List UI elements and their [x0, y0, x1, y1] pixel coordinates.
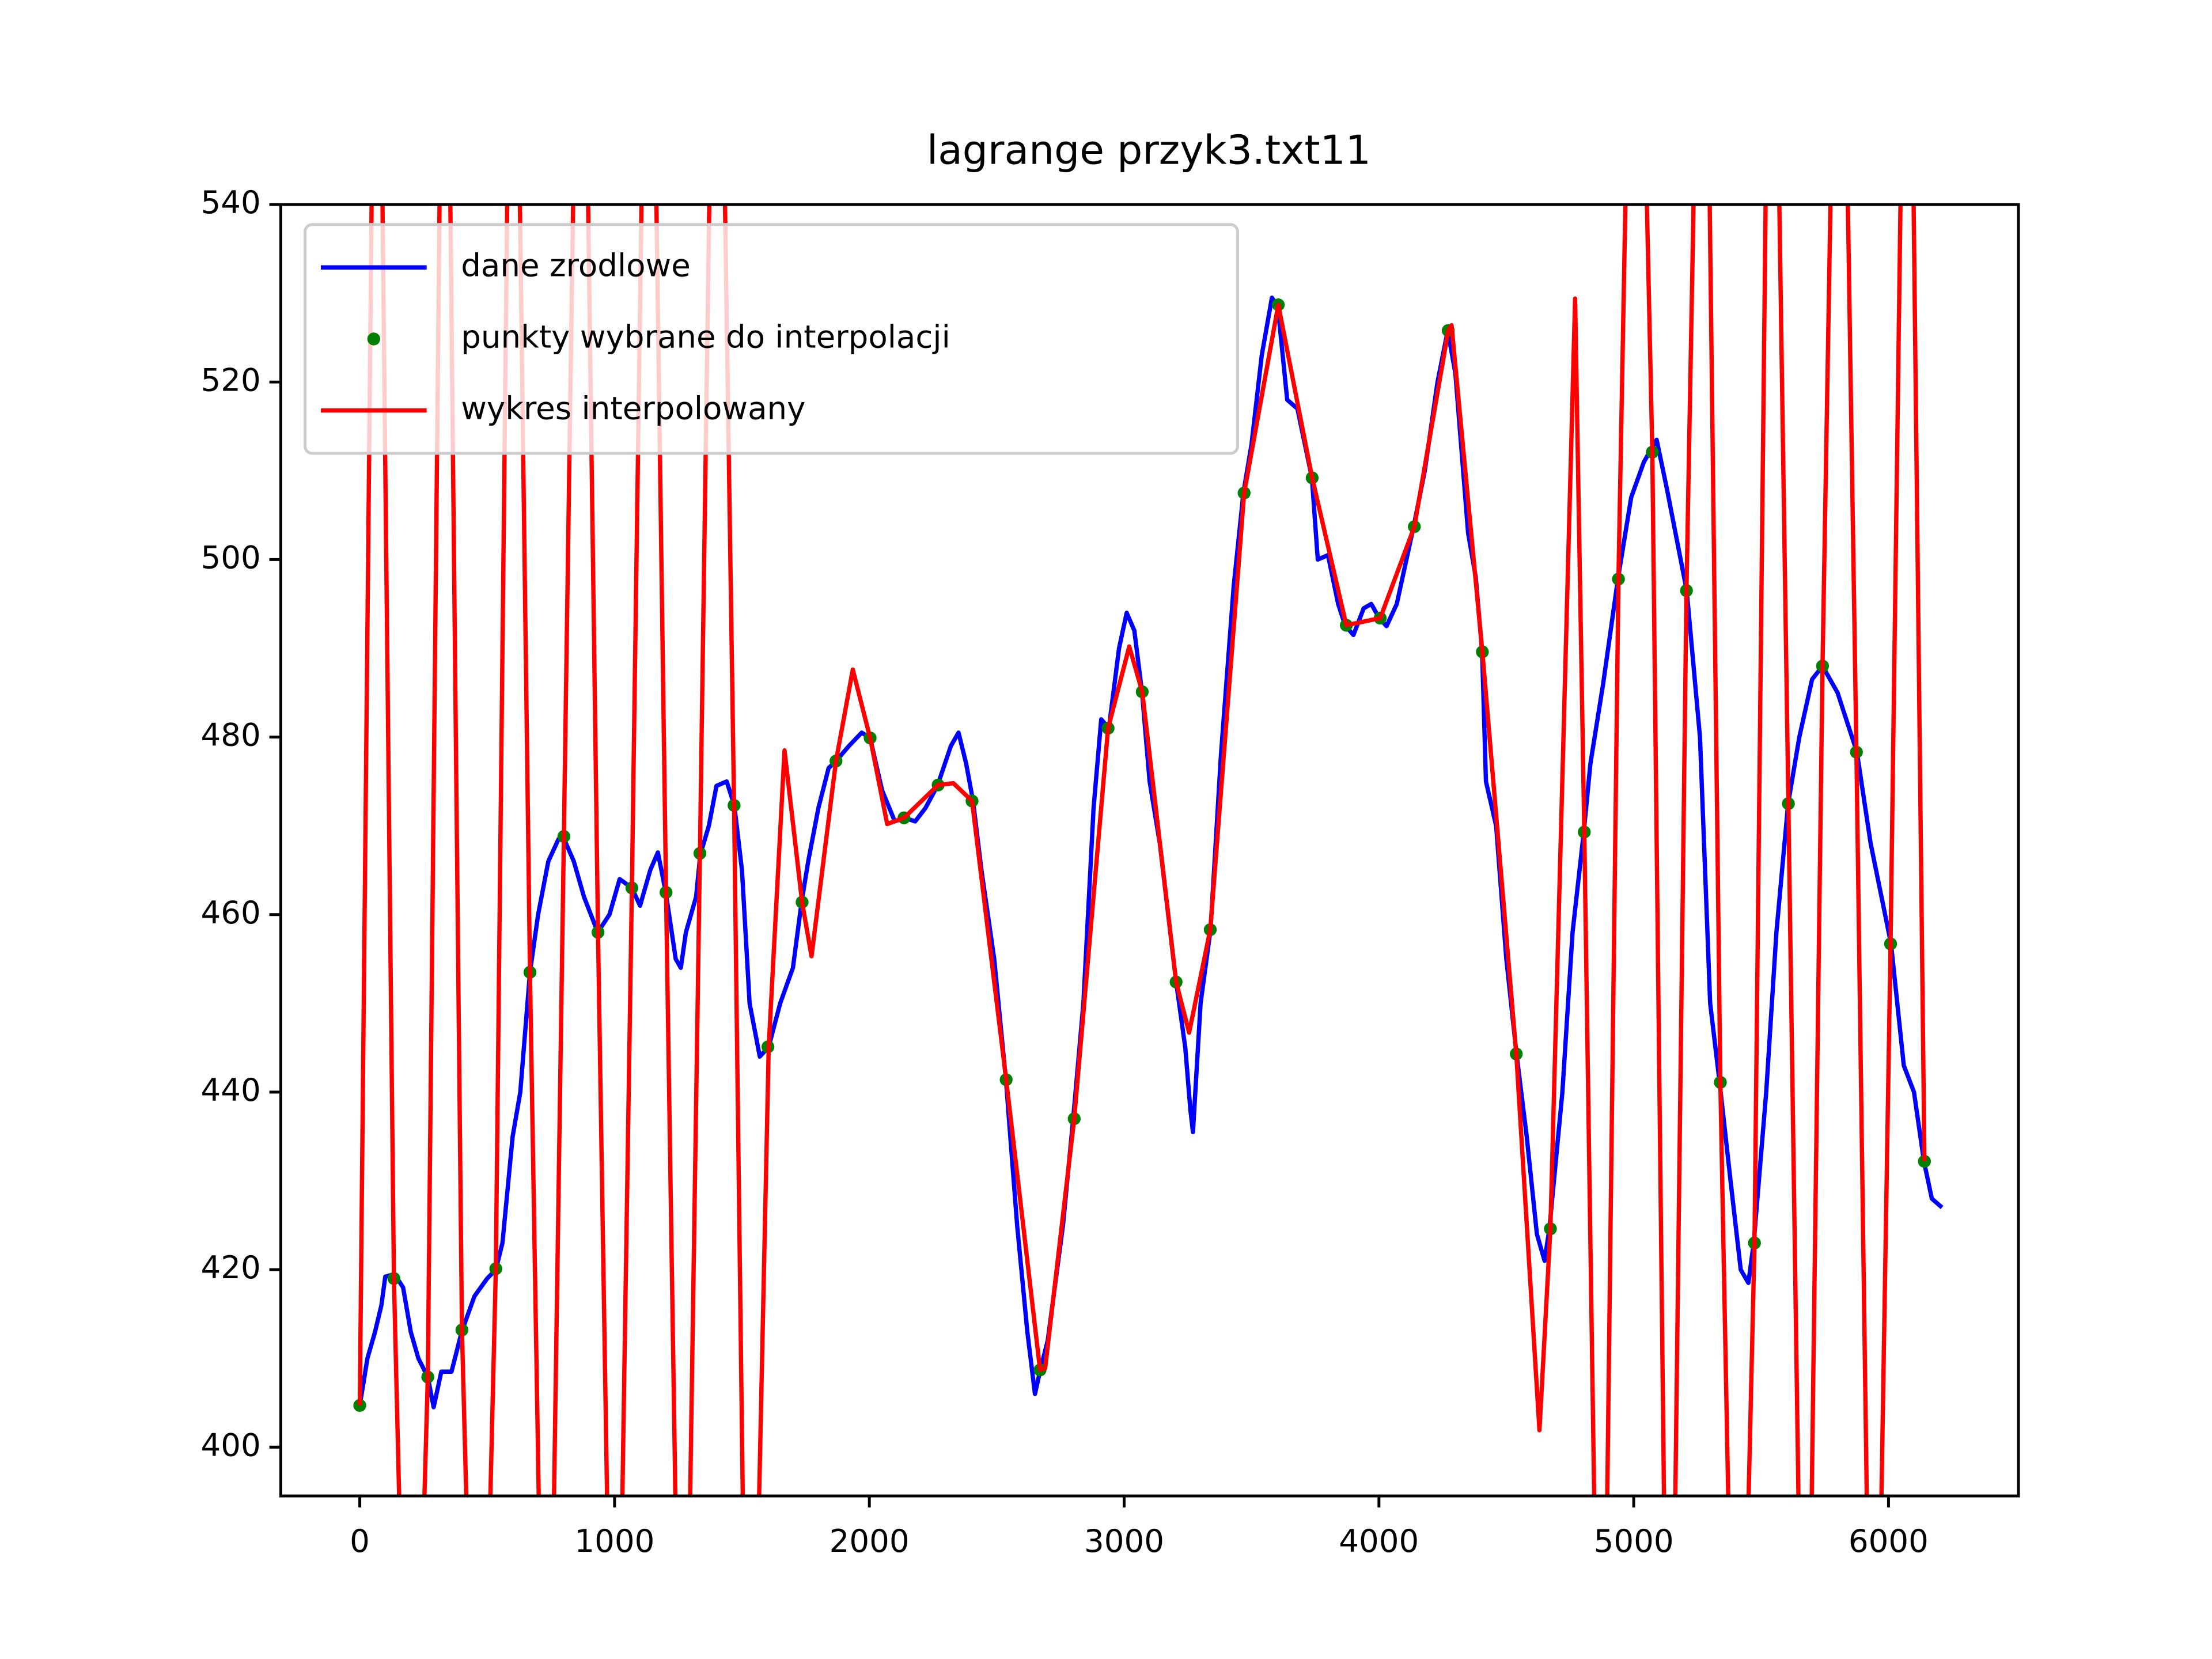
- x-tick-label: 2000: [830, 1522, 910, 1559]
- y-tick-label: 400: [200, 1426, 260, 1463]
- axes-frame: [279, 203, 2020, 1498]
- x-tick-label: 3000: [1084, 1522, 1164, 1559]
- y-tick-label: 440: [200, 1071, 260, 1108]
- y-tick-label: 460: [200, 894, 260, 931]
- legend-label: punkty wybrane do interpolacji: [461, 319, 950, 355]
- x-tick-label: 0: [350, 1522, 370, 1559]
- x-tick-label: 6000: [1849, 1522, 1929, 1559]
- chart-title: lagrange przyk3.txt11: [927, 127, 1371, 174]
- legend-label: wykres interpolowany: [461, 390, 805, 427]
- x-tick-label: 4000: [1339, 1522, 1419, 1559]
- y-tick-label: 500: [200, 539, 260, 576]
- legend-marker: [367, 332, 380, 346]
- series-line: [357, 204, 1927, 1496]
- x-tick-label: 5000: [1594, 1522, 1674, 1559]
- x-tick-label: 1000: [574, 1522, 654, 1559]
- y-tick-label: 540: [200, 184, 260, 221]
- y-tick-label: 520: [200, 361, 260, 398]
- legend: dane zrodlowe punkty wybrane do interpola…: [304, 223, 1239, 455]
- legend-box: [304, 223, 1239, 455]
- y-tick-label: 420: [200, 1249, 260, 1286]
- legend-label: dane zrodlowe: [461, 247, 691, 283]
- y-tick-label: 480: [200, 717, 260, 753]
- plot-area: [353, 204, 1944, 1496]
